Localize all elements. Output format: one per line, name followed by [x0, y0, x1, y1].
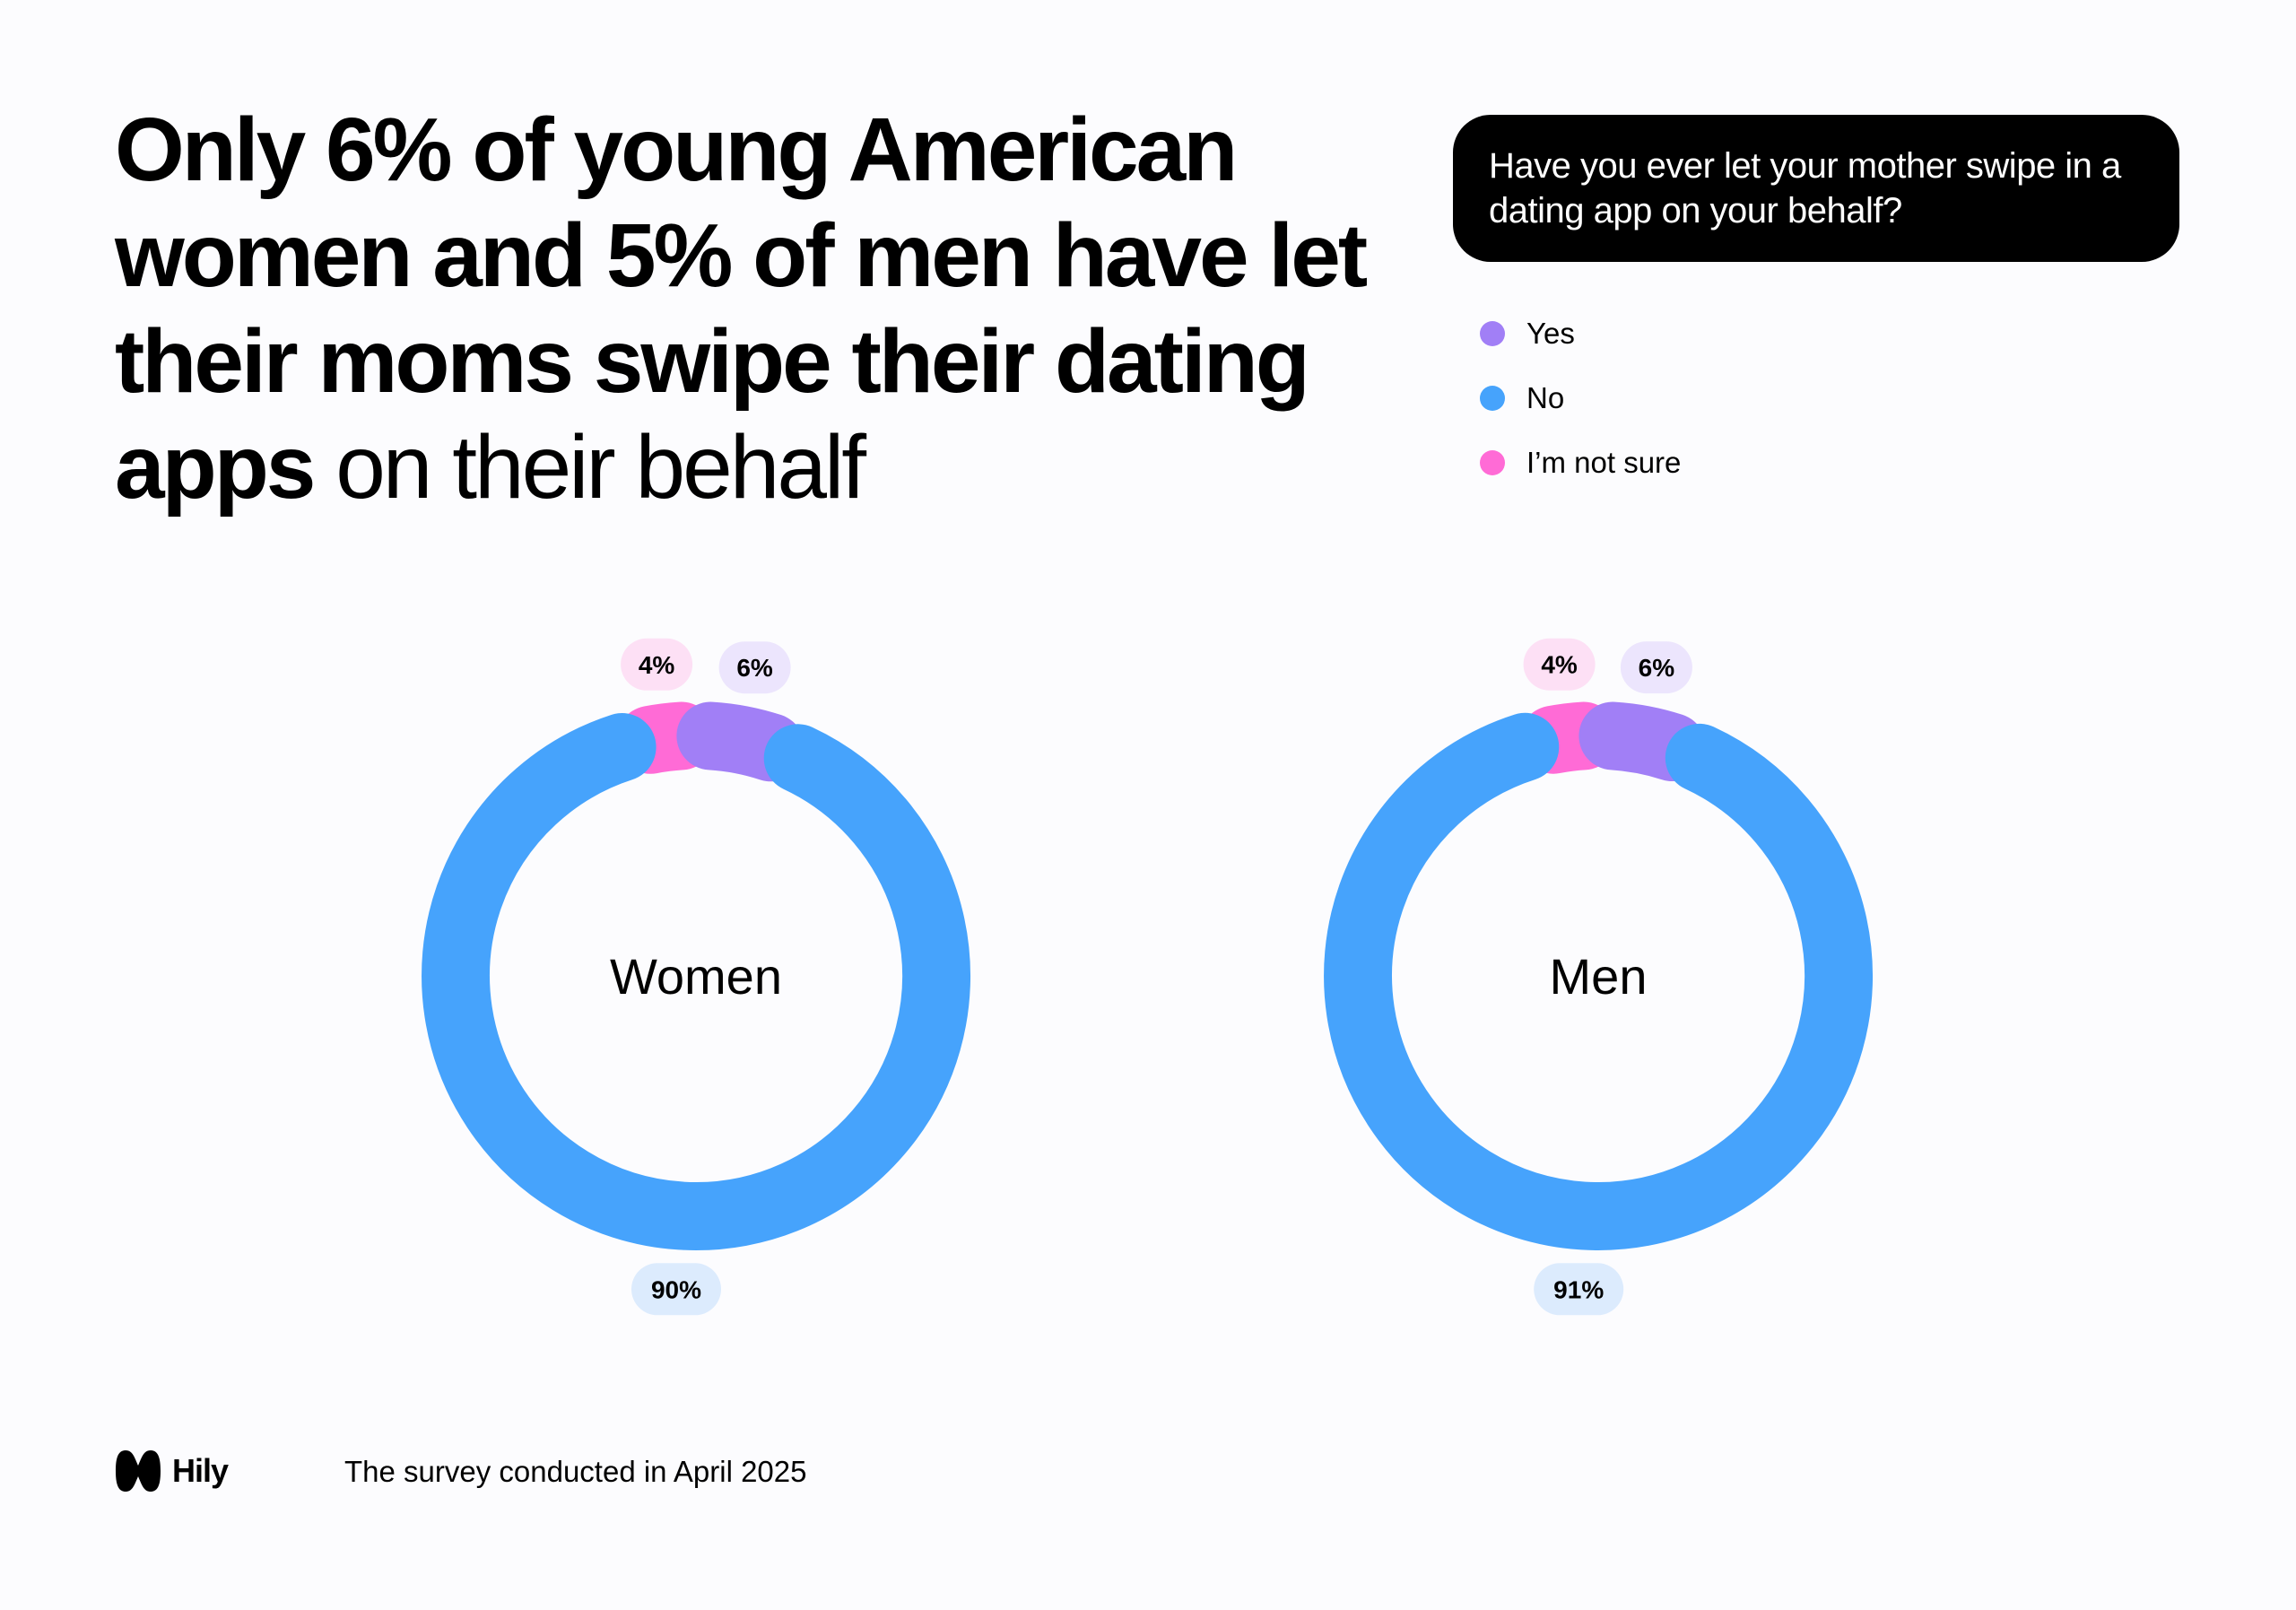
women-slice-yes [676, 701, 805, 782]
women-value-text-no: 90% [651, 1275, 701, 1303]
legend-item-not-sure: I’m not sure [1480, 431, 1681, 495]
legend-label-no: No [1526, 381, 1565, 414]
men-value-text-yes: 6% [1639, 654, 1675, 682]
headline: Only 6% of young American women and 5% o… [115, 97, 1406, 520]
survey-question: Have you ever let your mother swipe in a… [1453, 115, 2179, 262]
headline-bold: Only 6% of young American women and 5% o… [115, 100, 1368, 518]
men-center-label: Men [1550, 948, 1648, 1005]
men-slice-yes [1578, 701, 1707, 781]
men-value-text-no: 91% [1553, 1275, 1604, 1303]
women-value-pill-yes [718, 641, 791, 694]
men-slice-no [1324, 712, 1874, 1250]
men-value-label-not-sure: 4% [1523, 638, 1596, 691]
men-value-pill-not-sure [1523, 638, 1596, 691]
hily-logo: Hily [115, 1449, 229, 1493]
women-value-pill-not-sure [621, 638, 693, 691]
legend-label-yes: Yes [1526, 317, 1575, 350]
headline-regular: on their behalf [313, 417, 866, 518]
survey-footnote: The survey conducted in April 2025 [344, 1455, 807, 1488]
legend-dot-no [1480, 386, 1505, 411]
men-value-text-not-sure: 4% [1541, 651, 1578, 679]
men-value-pill-no [1534, 1263, 1624, 1316]
women-value-label-no: 90% [631, 1263, 721, 1316]
legend-item-yes: Yes [1480, 301, 1681, 366]
women-value-pill-no [631, 1263, 721, 1316]
men-value-label-no: 91% [1534, 1263, 1624, 1316]
legend: Yes No I’m not sure [1480, 301, 1681, 495]
women-slice-no [422, 713, 971, 1250]
legend-label-not-sure: I’m not sure [1526, 446, 1682, 479]
hily-logo-icon [116, 1450, 161, 1492]
women-center-label: Women [610, 948, 782, 1005]
women-value-label-yes: 6% [718, 641, 791, 694]
legend-dot-yes [1480, 321, 1505, 346]
men-value-label-yes: 6% [1620, 641, 1692, 694]
women-value-label-not-sure: 4% [621, 638, 693, 691]
legend-item-no: No [1480, 366, 1681, 431]
men-value-pill-yes [1620, 641, 1692, 694]
hily-logo-text: Hily [172, 1452, 229, 1489]
women-value-text-yes: 6% [736, 654, 773, 682]
women-value-text-not-sure: 4% [639, 651, 675, 679]
legend-dot-not-sure [1480, 450, 1505, 475]
